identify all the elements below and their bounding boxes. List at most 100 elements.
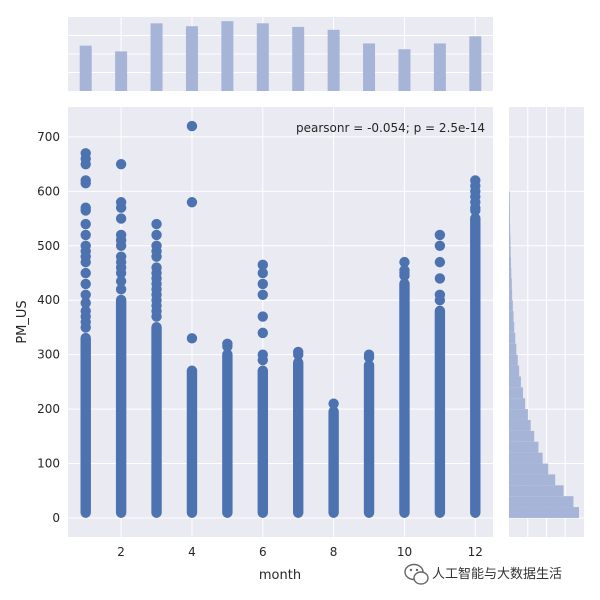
scatter-point [115,275,127,287]
scatter-column-dense [399,278,410,518]
x-axis-ticks: 2 4 6 8 10 12 [117,545,483,559]
right-histogram-bar [509,289,513,301]
right-histogram-bar [509,398,526,410]
right-histogram-bar [509,496,574,508]
right-histogram-bar [509,278,512,290]
right-histogram-bars [509,191,579,518]
scatter-points [80,120,481,518]
top-histogram-bar [256,23,269,91]
scatter-plot-area [68,107,493,537]
right-histogram-bar [509,409,528,420]
right-histogram-bar [509,354,518,366]
scatter-point [434,240,446,251]
scatter-point [434,229,446,241]
right-histogram-bar [509,507,579,518]
scatter-column-dense [222,349,233,518]
scatter-point [363,349,375,360]
top-histogram-bar [327,29,340,91]
scatter-point [151,262,162,273]
scatter-point [257,327,268,339]
right-histogram-bar [509,202,510,214]
top-histogram-bar [185,26,198,92]
scatter-point [293,346,304,358]
right-histogram-bar [509,463,549,475]
scatter-point [115,197,127,208]
scatter-column-dense [186,365,198,518]
right-histogram-bar [509,245,511,257]
right-histogram-bar [509,430,535,442]
scatter-point [80,229,91,241]
right-histogram-bar [509,213,510,225]
x-tick-label: 2 [117,545,125,559]
scatter-point [222,338,233,349]
top-histogram-bar [363,43,376,91]
right-histogram-bar [509,234,511,246]
y-tick-label: 100 [37,457,60,471]
right-histogram-bar [509,300,513,312]
scatter-point [257,267,268,279]
scatter-point [257,289,268,300]
y-tick-label: 200 [37,402,60,416]
scatter-point [80,267,91,279]
x-tick-label: 8 [330,545,338,559]
y-tick-label: 300 [37,348,60,362]
y-tick-label: 0 [52,511,60,525]
scatter-column-dense [80,332,91,518]
right-histogram-bar [509,376,521,388]
scatter-point [80,297,91,309]
watermark-text: 人工智能与大数据生活 [432,567,562,582]
scatter-point [151,240,162,251]
scatter-point [115,158,127,170]
scatter-point [257,259,268,271]
y-tick-label: 700 [37,130,60,144]
scatter-point [151,229,162,241]
right-histogram-bar [509,441,539,453]
right-histogram-bar [509,452,543,464]
scatter-point [80,202,91,213]
y-axis-ticks: 0 100 200 300 400 500 600 700 [37,130,60,525]
scatter-point [115,213,127,224]
scatter-column-dense [434,305,446,518]
scatter-point [186,333,198,344]
right-histogram-bar [509,485,564,497]
scatter-point [80,278,91,290]
top-histogram-bar [150,23,163,91]
right-histogram-bar [509,419,531,431]
scatter-point [80,148,91,159]
scatter-column-dense [470,213,481,518]
scatter-point [434,289,446,300]
top-histogram-bars [79,21,482,92]
scatter-column-dense [363,360,375,518]
top-histogram-bar [115,51,128,91]
pearson-annotation: pearsonr = -0.054; p = 2.5e-14 [296,121,485,135]
scatter-point [80,175,91,186]
scatter-point [434,273,446,284]
scatter-point [115,284,127,295]
scatter-column-dense [151,322,162,518]
scatter-point [328,398,339,409]
scatter-point [115,229,127,241]
top-histogram-bar [433,43,446,91]
top-histogram-bar [398,49,411,91]
top-histogram-bar [221,21,234,91]
right-histogram-bar [509,343,517,355]
scatter-column-dense [257,365,268,518]
scatter-point [434,256,446,268]
scatter-point [186,197,198,208]
scatter-point [399,265,410,276]
top-histogram-bar [469,36,482,91]
y-tick-label: 600 [37,184,60,198]
x-tick-label: 4 [188,545,196,559]
scatter-point [257,349,268,360]
y-axis-label: PM_US [15,300,30,343]
scatter-point [399,256,410,268]
top-histogram-bar [292,26,305,92]
scatter-point [115,251,127,262]
x-tick-label: 12 [468,545,483,559]
scatter-point [470,175,481,186]
right-histogram-bar [509,267,512,279]
scatter-column-dense [115,294,127,518]
scatter-point [151,218,162,230]
y-tick-label: 400 [37,293,60,307]
